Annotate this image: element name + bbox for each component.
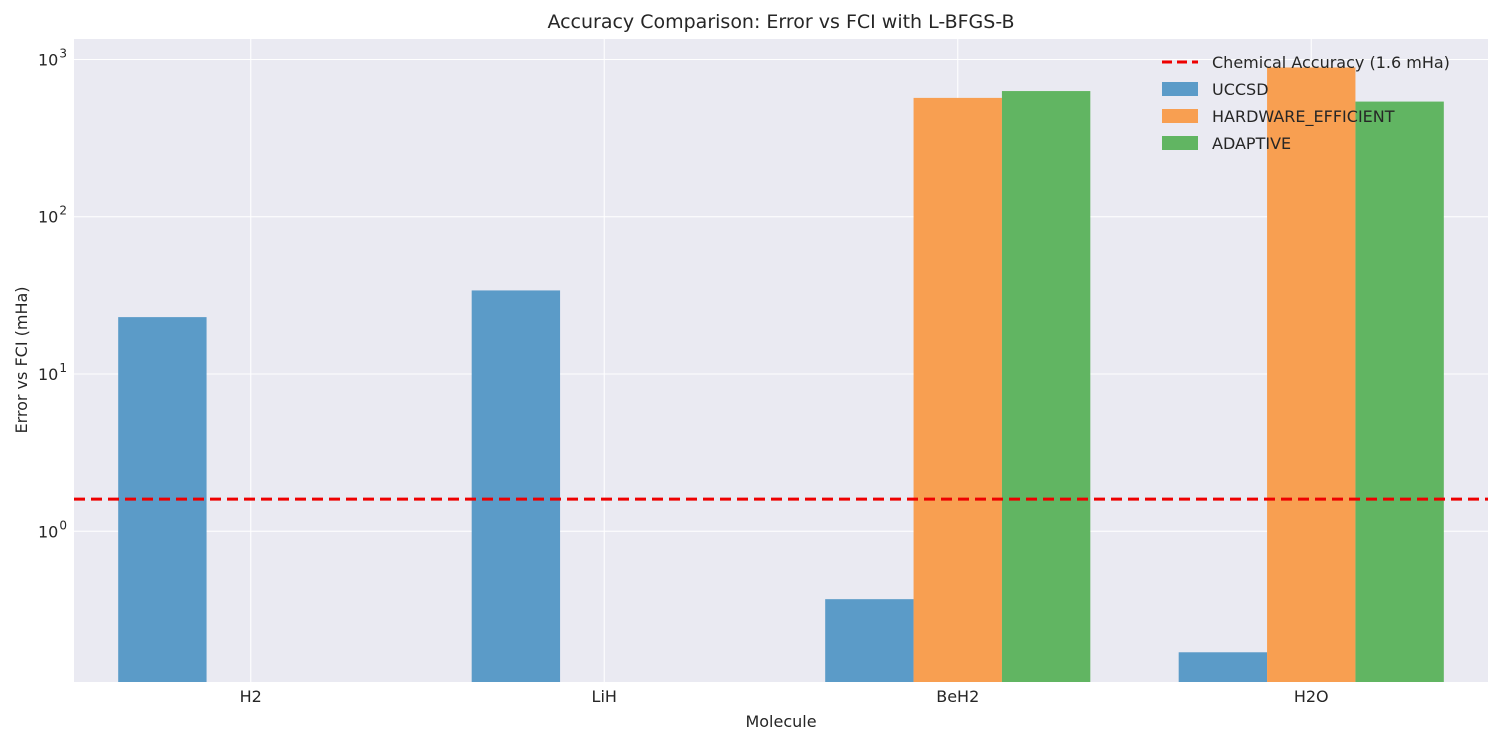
- bar-hardware-efficient-h2o: [1267, 67, 1356, 682]
- bar-uccsd-beh2: [825, 599, 914, 682]
- x-tick-label: H2O: [1294, 687, 1329, 706]
- plot-background: [74, 39, 1488, 682]
- legend-swatch-hardware-efficient: [1162, 109, 1198, 123]
- bar-uccsd-lih: [471, 290, 561, 682]
- x-tick-label: BeH2: [936, 687, 979, 706]
- x-tick-label: H2: [240, 687, 262, 706]
- legend-label-reference: Chemical Accuracy (1.6 mHa): [1212, 53, 1450, 72]
- legend-label-uccsd: UCCSD: [1212, 80, 1269, 99]
- bar-adaptive-h2o: [1355, 101, 1444, 682]
- legend-swatch-uccsd: [1162, 82, 1198, 96]
- bar-uccsd-h2o: [1178, 652, 1268, 682]
- legend-label-hardware-efficient: HARDWARE_EFFICIENT: [1212, 107, 1395, 127]
- legend: Chemical Accuracy (1.6 mHa) UCCSD HARDWA…: [1162, 53, 1450, 153]
- y-tick-label: 100: [38, 518, 67, 541]
- bar-hardware-efficient-beh2: [913, 97, 1002, 682]
- y-tick-label: 101: [38, 361, 67, 384]
- x-axis-label: Molecule: [745, 712, 816, 731]
- legend-label-adaptive: ADAPTIVE: [1212, 134, 1291, 153]
- chart-title: Accuracy Comparison: Error vs FCI with L…: [547, 11, 1014, 33]
- y-axis-label: Error vs FCI (mHa): [12, 286, 31, 433]
- y-tick-label: 102: [38, 204, 67, 227]
- x-tick-label: LiH: [592, 687, 617, 706]
- legend-swatch-adaptive: [1162, 136, 1198, 150]
- bar-adaptive-beh2: [1001, 91, 1091, 683]
- y-tick-label: 103: [38, 46, 67, 69]
